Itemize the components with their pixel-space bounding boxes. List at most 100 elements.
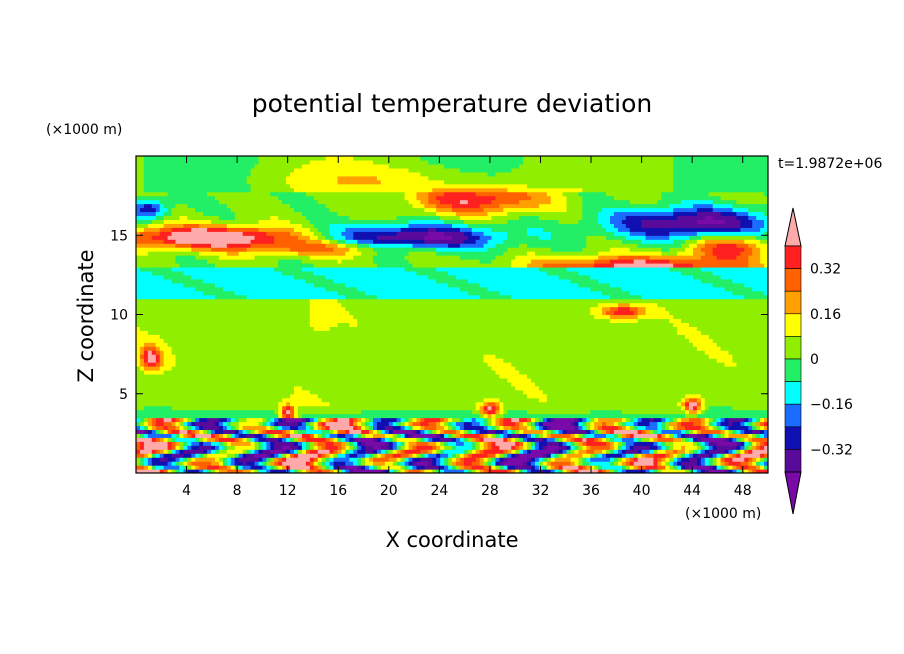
contour-cell [333,437,339,442]
contour-cell [136,457,141,462]
contour-cell [463,457,477,462]
contour-cell [653,437,658,442]
contour-cell [317,421,323,427]
contour-cell [586,465,591,470]
contour-cell [748,207,768,213]
contour-cell [266,429,283,434]
contour-cell [436,195,497,201]
contour-cell [254,469,260,473]
contour-cell [305,469,311,473]
contour-cell [136,302,311,308]
contour-cell [459,167,512,173]
contour-cell [416,441,429,446]
contour-cell [685,239,698,244]
contour-cell [258,457,263,462]
contour-cell [744,457,749,462]
contour-cell [495,441,516,446]
contour-cell [282,461,307,466]
contour-cell [408,417,414,423]
contour-cell [139,358,145,363]
contour-cell [712,433,718,438]
contour-cell [673,465,678,470]
contour-cell [163,203,177,209]
contour-cell [515,449,520,454]
contour-cell [191,453,196,458]
contour-cell [139,421,145,427]
contour-cell [459,465,465,470]
contour-cell [329,449,335,454]
contour-cell [171,207,196,213]
contour-cell [353,314,595,320]
contour-cell [452,445,457,450]
contour-cell [669,203,694,209]
contour-cell [175,445,181,450]
contour-cell [428,453,437,458]
contour-cell [720,211,737,217]
contour-cell [621,441,627,446]
contour-cell [495,453,500,458]
contour-cell [692,453,698,458]
contour-cell [689,429,694,434]
contour-cell [404,255,461,260]
contour-cell [440,469,445,473]
colorbar-label: 0.32 [810,262,841,278]
contour-cell [408,251,437,256]
contour-cell [270,469,287,473]
contour-cell [606,191,662,197]
contour-cell [380,465,402,470]
contour-cell [649,445,658,450]
contour-cell [136,421,141,427]
contour-cell [136,318,311,324]
contour-cell [270,417,275,423]
contour-cell [305,215,350,220]
contour-cell [602,421,607,427]
contour-cell [610,441,615,446]
contour-cell [621,417,627,423]
contour-cell [353,469,382,473]
contour-cell [534,441,540,446]
contour-cell [136,377,508,383]
contour-cell [325,243,339,248]
contour-cell [266,437,279,442]
contour-cell [669,465,674,470]
contour-cell [416,191,429,197]
contour-cell [242,449,248,454]
contour-cell [602,437,607,442]
contour-cell [590,421,595,427]
contour-cell [171,429,181,434]
contour-cell [748,461,753,466]
contour-cell [570,441,576,446]
contour-cell [266,457,271,462]
contour-cell [337,239,346,244]
contour-cell [270,465,275,470]
contour-cell [610,215,627,220]
contour-cell [641,449,651,454]
contour-cell [136,381,512,387]
contour-cell [278,461,283,466]
contour-cell [649,449,655,454]
contour-cell [598,417,623,423]
contour-cell [274,409,279,415]
contour-cell [412,262,512,268]
contour-cell [748,243,757,248]
contour-cell [760,433,765,438]
contour-cell [582,187,674,193]
contour-cell [317,449,331,454]
contour-cell [653,457,658,462]
contour-cell [629,425,635,431]
contour-cell [748,215,757,220]
contour-cell [629,199,658,205]
contour-cell [479,203,500,209]
colorbar-label: −0.32 [810,442,853,458]
contour-cell [317,469,323,473]
contour-cell [317,417,323,423]
contour-cell [716,417,722,423]
contour-cell [724,429,730,434]
contour-cell [341,449,346,454]
contour-cell [179,445,184,450]
contour-cell [444,425,449,431]
contour-cell [760,429,765,434]
contour-cell [341,302,599,308]
contour-cell [361,409,473,415]
contour-cell [187,215,220,220]
